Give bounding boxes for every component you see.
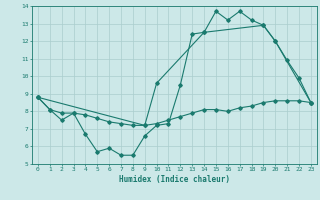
X-axis label: Humidex (Indice chaleur): Humidex (Indice chaleur)	[119, 175, 230, 184]
